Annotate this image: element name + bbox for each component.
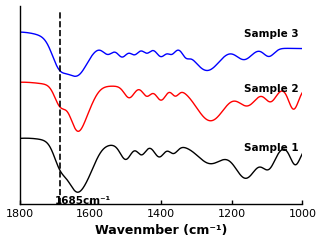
Text: Sample 1: Sample 1 bbox=[244, 143, 299, 153]
Text: Sample 2: Sample 2 bbox=[244, 84, 299, 94]
Text: Sample 3: Sample 3 bbox=[244, 29, 299, 39]
Text: 1685cm⁻¹: 1685cm⁻¹ bbox=[55, 196, 111, 206]
X-axis label: Wavenmber (cm⁻¹): Wavenmber (cm⁻¹) bbox=[95, 225, 227, 237]
